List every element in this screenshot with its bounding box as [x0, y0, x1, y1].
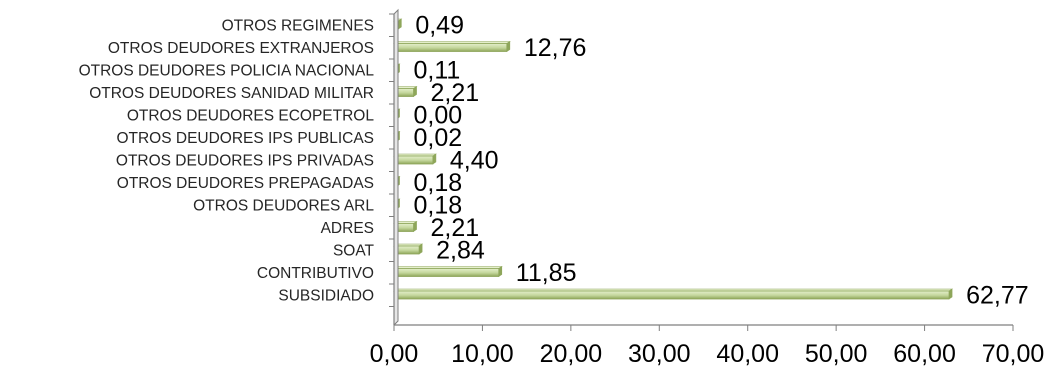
category-label: SOAT: [333, 243, 375, 260]
labels-layer: 0,00 10,00 20,00 30,00 40,00 50,00 60,00 70,00 O…: [79, 12, 1045, 369]
bar-end-face: [418, 243, 423, 255]
data-label: 0,02: [414, 124, 463, 152]
data-label: 2,21: [431, 214, 480, 242]
category-label: OTROS DEUDORES SANIDAD MILITAR: [89, 85, 374, 102]
x-tick-label: 50,00: [805, 340, 868, 368]
data-label: 12,76: [524, 34, 587, 62]
data-label: 0,18: [414, 169, 463, 197]
category-label: ADRES: [321, 220, 374, 237]
bar: [393, 43, 508, 52]
bar-end-face: [506, 40, 511, 53]
category-label: OTROS DEUDORES EXTRANJEROS: [108, 40, 374, 57]
category-label: OTROS DEUDORES IPS PUBLICAS: [116, 130, 374, 147]
x-tick-label: 20,00: [540, 340, 603, 368]
category-label: OTROS DEUDORES PREPAGADAS: [117, 175, 374, 192]
category-label: OTROS DEUDORES ARL: [193, 198, 374, 215]
data-label: 62,77: [966, 282, 1029, 310]
bar-end-face: [398, 18, 402, 30]
data-label: 11,85: [516, 259, 577, 287]
axis-layer: [389, 8, 1014, 331]
x-tick-label: 40,00: [716, 340, 779, 368]
bar-end-face: [413, 220, 417, 233]
bar-end-face: [498, 265, 503, 278]
x-tick-label: 0,00: [370, 340, 419, 368]
category-label: OTROS DEUDORES IPS PRIVADAS: [116, 153, 374, 170]
bar: [393, 290, 950, 300]
category-label: CONTRIBUTIVO: [257, 265, 374, 282]
category-label: OTROS REGIMENES: [222, 18, 374, 35]
category-label: OTROS DEUDORES POLICIA NACIONAL: [79, 63, 375, 80]
category-label: SUBSIDIADO: [278, 288, 374, 305]
bar: [393, 268, 500, 277]
data-label: 2,21: [431, 79, 480, 107]
x-tick-label: 60,00: [893, 340, 956, 368]
data-label: 4,40: [450, 147, 499, 175]
category-label: OTROS DEUDORES ECOPETROL: [127, 108, 375, 125]
bar-end-face: [432, 153, 437, 165]
x-tick-label: 70,00: [982, 340, 1045, 368]
data-label: 0,18: [414, 192, 463, 220]
bar-end-face: [413, 85, 417, 98]
data-label: 0,00: [414, 102, 463, 130]
bar-end-face: [948, 288, 953, 300]
x-tick-label: 10,00: [451, 340, 514, 368]
x-tick-label: 30,00: [628, 340, 691, 368]
data-label: 0,11: [414, 57, 461, 85]
data-label: 0,49: [415, 12, 464, 40]
bar: [393, 155, 434, 165]
data-label: 2,84: [436, 237, 485, 265]
